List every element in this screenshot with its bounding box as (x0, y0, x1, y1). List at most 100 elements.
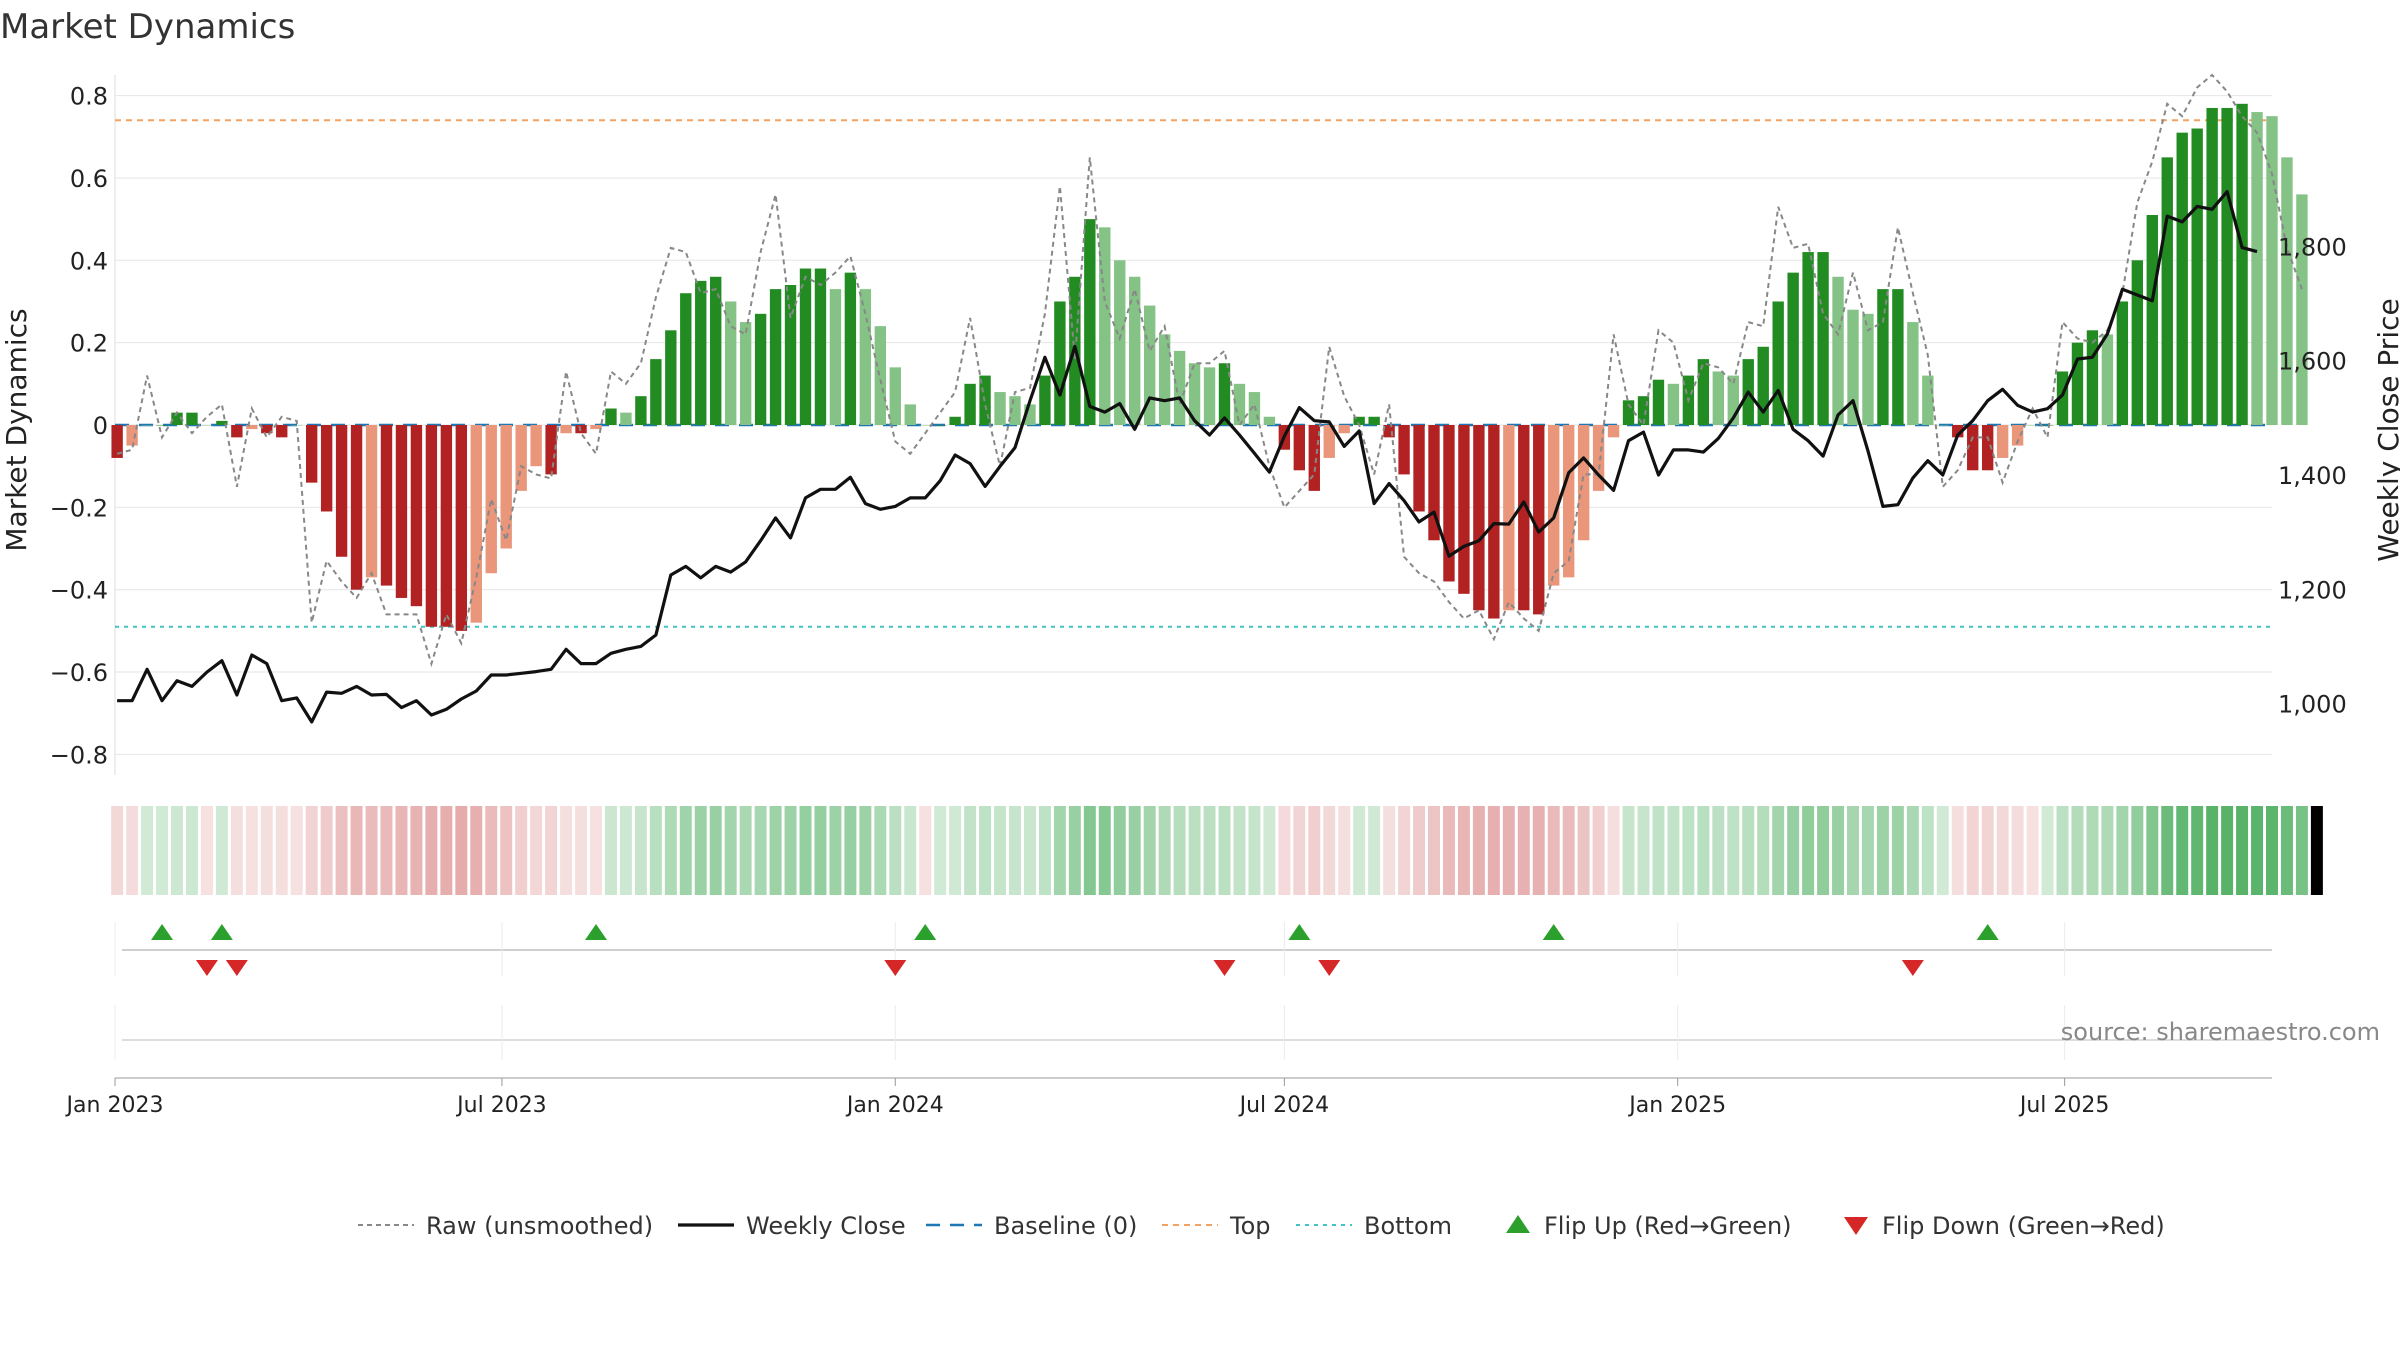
legend-label: Top (1229, 1212, 1271, 1240)
bar (2131, 260, 2144, 425)
bar (2026, 425, 2039, 426)
legend-label: Bottom (1364, 1212, 1452, 1240)
bar (216, 420, 228, 425)
regime-cell (1173, 806, 1186, 895)
regime-cell (1697, 806, 1710, 895)
bar (1473, 425, 1485, 611)
regime-cell (1727, 806, 1740, 895)
regime-cell (1428, 806, 1440, 895)
regime-cell (2176, 806, 2189, 895)
regime-cell (1637, 806, 1650, 895)
regime-cell (1891, 806, 1904, 895)
bar (1787, 272, 1799, 425)
bar (2011, 425, 2024, 446)
bar (156, 425, 168, 426)
bar (769, 289, 782, 425)
bar (1907, 322, 1919, 425)
regime-cell (1323, 806, 1336, 895)
flip-up-marker (1976, 924, 1999, 940)
bar (1757, 346, 1769, 425)
y2-tick-label: 1,000 (2278, 691, 2347, 719)
regime-cell (1562, 806, 1575, 895)
bar (1503, 425, 1515, 611)
bar (1158, 334, 1171, 425)
y-tick-label: 0.4 (70, 247, 108, 275)
bar (1024, 404, 1036, 425)
y-axis-ticks: 0.8 0.6 0.4 0.2 0 −0.2 −0.4 −0.6 −0.8 (50, 83, 108, 770)
bar (1383, 425, 1395, 438)
regime-cell (739, 806, 752, 895)
regime-cell (230, 806, 243, 895)
regime-cell (679, 806, 692, 895)
regime-cell (1353, 806, 1366, 895)
regime-cell (215, 806, 228, 895)
bar (620, 412, 632, 425)
regime-cell (1832, 806, 1845, 895)
bar (305, 425, 318, 483)
regime-cell (1143, 806, 1156, 895)
bar (1143, 305, 1156, 425)
flip-down-marker (1213, 960, 1236, 976)
bar (141, 425, 153, 426)
regime-cell (470, 806, 483, 895)
bar (2101, 334, 2114, 425)
regime-cell (141, 806, 154, 895)
bar (605, 408, 617, 425)
regime-cell (1442, 806, 1455, 895)
regime-cell (1712, 806, 1725, 895)
bar (1323, 425, 1335, 458)
flip-markers (114, 922, 2272, 1060)
regime-cell (1861, 806, 1874, 895)
y2-axis-ticks: 1,000 1,200 1,400 1,600 1,800 (2278, 233, 2347, 718)
bar (2071, 342, 2084, 425)
bar (2146, 215, 2158, 425)
regime-cell (1023, 806, 1036, 895)
bar (2266, 116, 2278, 426)
regime-cell (560, 806, 573, 895)
bar (1084, 219, 1096, 425)
regime-cell (1083, 806, 1096, 895)
bar (994, 392, 1006, 425)
bar (1368, 416, 1380, 425)
y-tick-label: −0.8 (50, 741, 108, 769)
regime-cell (275, 806, 288, 895)
regime-cell (1113, 806, 1126, 895)
regime-cell (1981, 806, 1994, 895)
regime-cell (1158, 806, 1171, 895)
bar (186, 412, 198, 425)
bar (1338, 425, 1350, 434)
bar (1009, 396, 1021, 425)
legend-swatch-flip-down (1844, 1217, 1868, 1235)
bar (1892, 289, 1904, 425)
bar (201, 425, 213, 426)
bar (1173, 350, 1186, 425)
bar (934, 425, 946, 426)
bar (1443, 425, 1455, 582)
bar (1413, 425, 1425, 512)
regime-cell (1592, 806, 1605, 895)
regime-cell (200, 806, 213, 895)
regime-cell (500, 806, 513, 895)
bar (455, 425, 468, 631)
regime-cell (1532, 806, 1545, 895)
regime-cell (1847, 806, 1859, 895)
regime-cell (425, 806, 438, 895)
regime-cell (455, 806, 468, 895)
regime-cell (1068, 806, 1081, 895)
x-tick-label: Jul 2025 (2018, 1093, 2110, 1118)
bar (1428, 425, 1440, 541)
regime-cell (1457, 806, 1470, 895)
regime-cell (410, 806, 423, 895)
regime-cell (799, 806, 812, 895)
regime-cell (485, 806, 498, 895)
regime-cell (994, 806, 1007, 895)
bar (1233, 383, 1246, 425)
bar (410, 425, 423, 607)
regime-cell (1607, 806, 1620, 895)
regime-cell (694, 806, 707, 895)
regime-cell (1053, 806, 1066, 895)
regime-cell (604, 806, 617, 895)
bar (1607, 425, 1620, 438)
regime-cell (530, 806, 543, 895)
bar (2236, 103, 2248, 425)
